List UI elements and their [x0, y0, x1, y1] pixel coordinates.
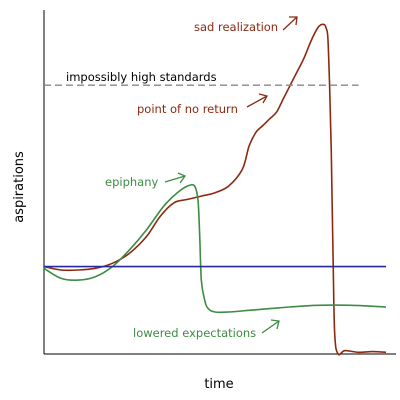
y-axis-label: aspirations	[12, 151, 27, 223]
annotation-point-of-no-return: point of no return	[137, 102, 238, 116]
arrow-sad-realization	[282, 16, 298, 31]
annotation-lowered-expectations: lowered expectations	[133, 326, 256, 340]
annotation-sad-realization: sad realization	[194, 20, 278, 34]
arrow-epiphany	[164, 172, 186, 184]
arrow-point-of-no-return	[246, 93, 268, 108]
axes	[43, 10, 396, 355]
annotation-impossibly-high-standards: impossibly high standards	[66, 70, 217, 84]
series-layer	[43, 23, 387, 356]
annotation-epiphany: epiphany	[105, 175, 158, 189]
annotations-layer: sad realization impossibly high standard…	[66, 16, 298, 340]
series-line-expectations	[43, 183, 387, 314]
series-line-realization	[43, 23, 387, 356]
arrow-lowered-expectations	[261, 319, 280, 334]
x-axis-label: time	[204, 377, 233, 392]
